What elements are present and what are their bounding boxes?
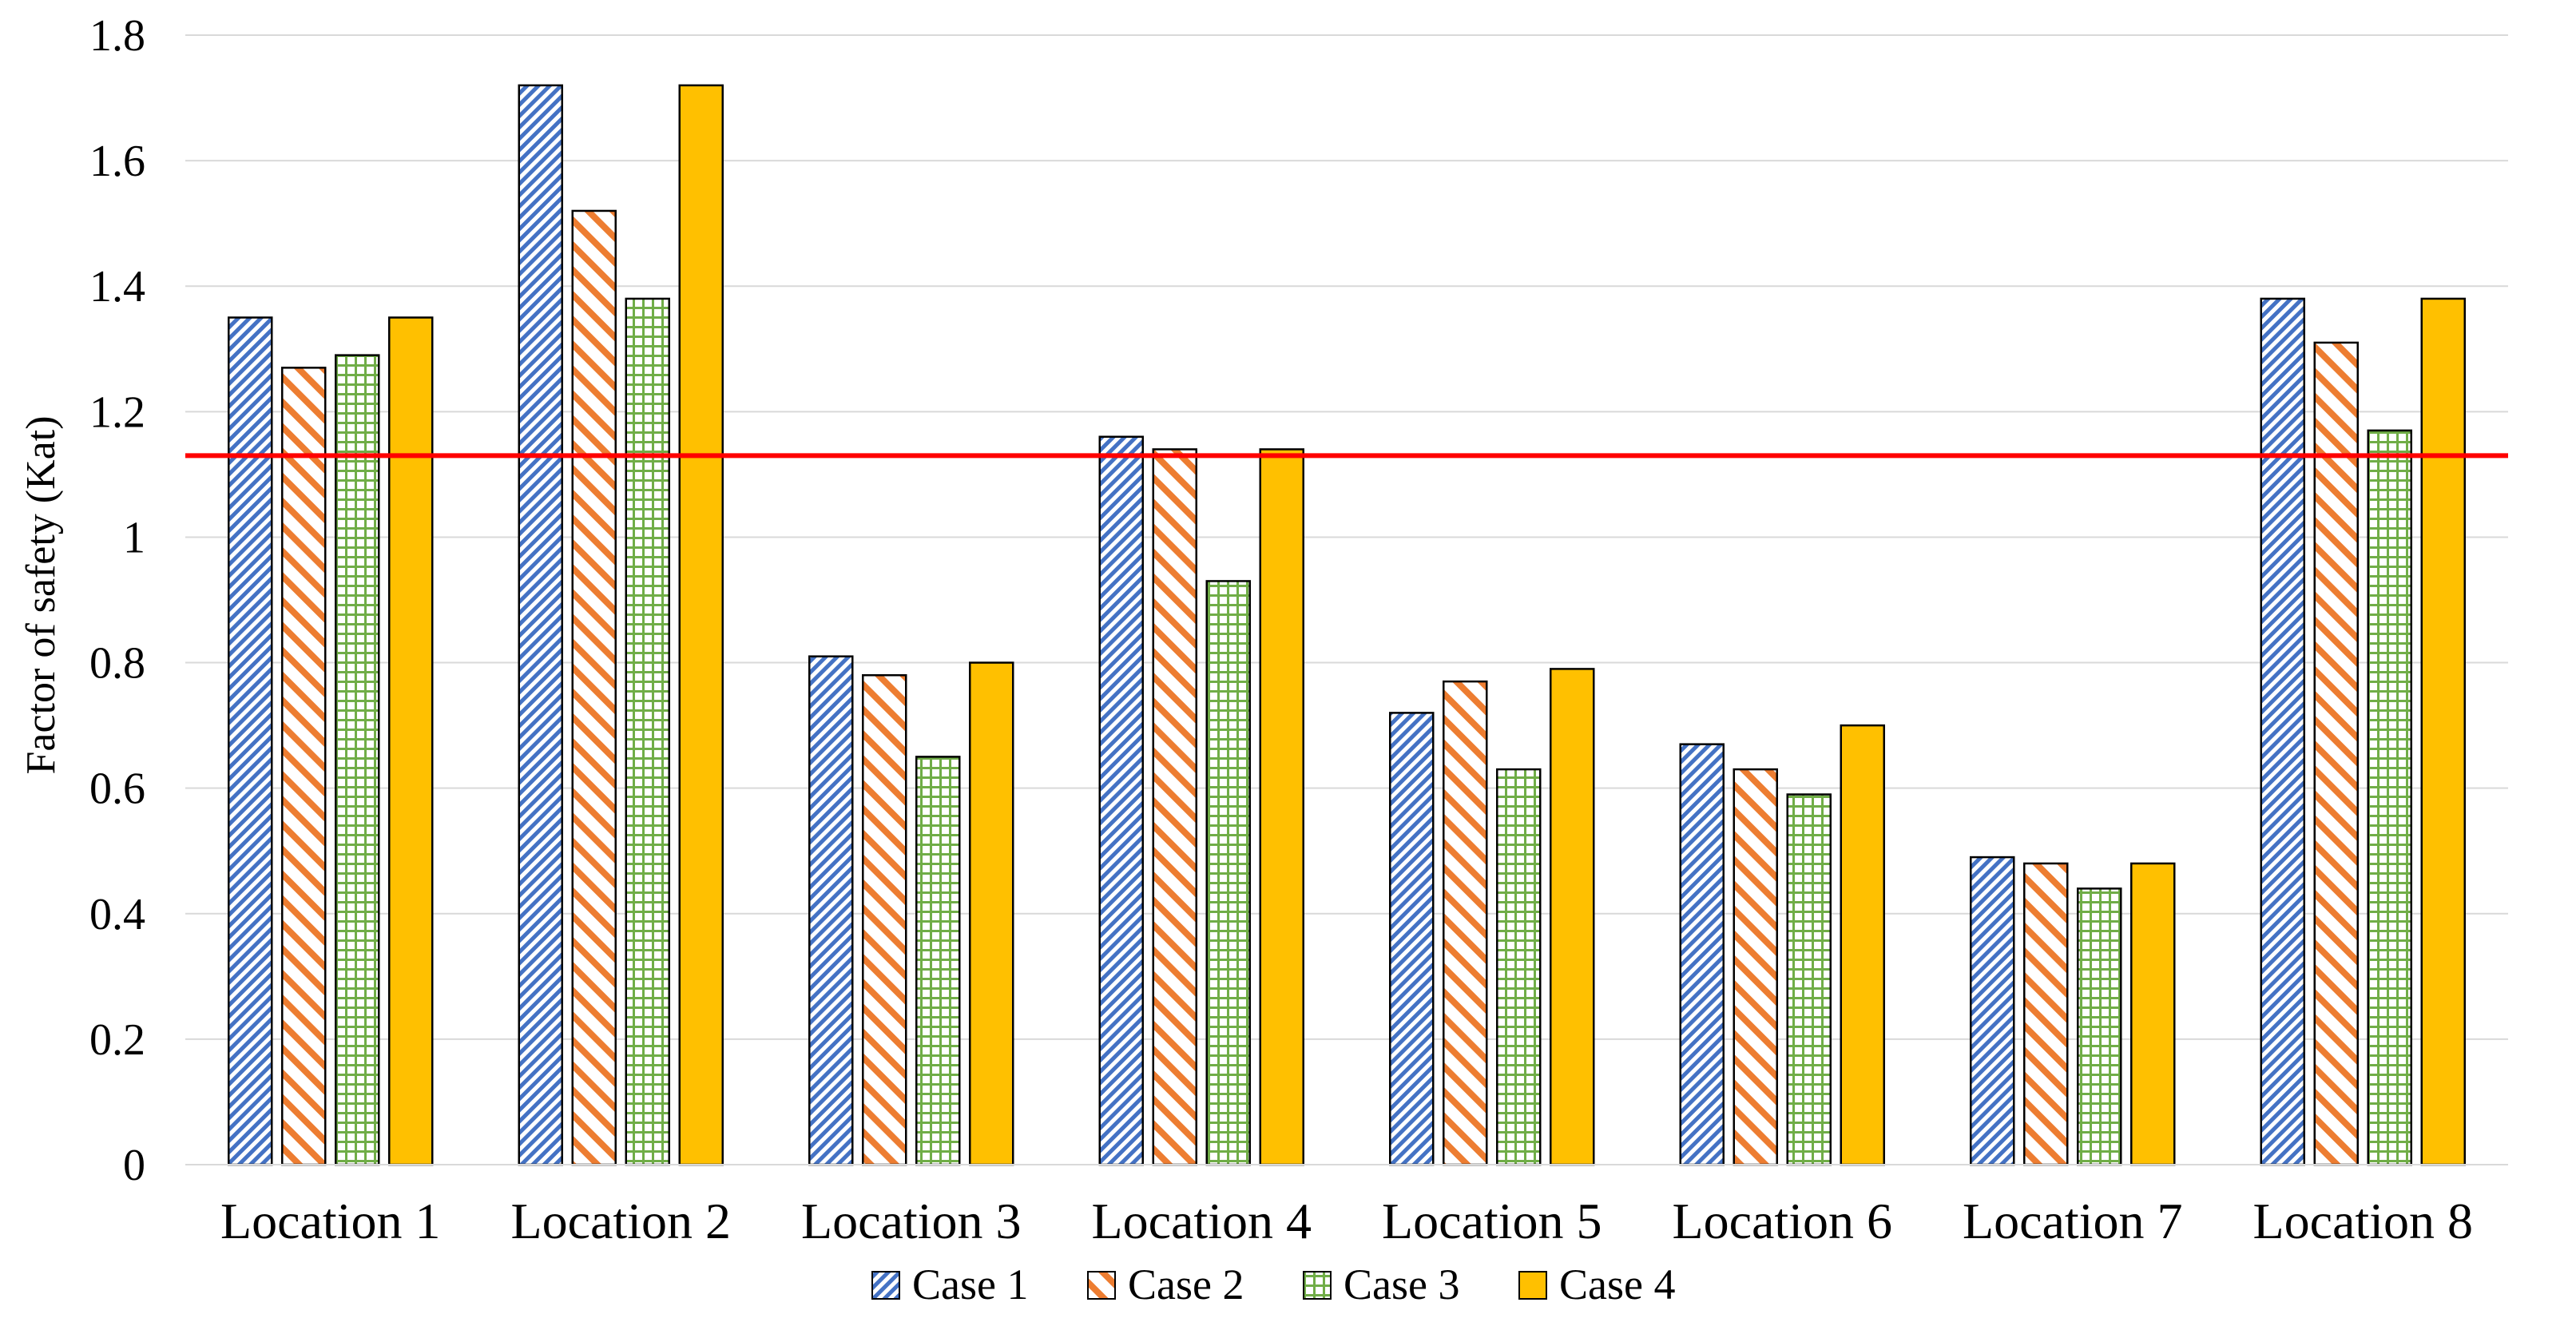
x-category-label: Location 8: [2253, 1193, 2473, 1249]
bar-case-2-location-4: [1152, 448, 1197, 1166]
bar-case-1-location-2: [518, 84, 563, 1166]
bar-case-1-location-5: [1389, 712, 1435, 1166]
bar-case-3-location-8: [2367, 429, 2412, 1166]
bars: [228, 84, 2466, 1166]
legend-item-case-2: Case 2: [1087, 1261, 1244, 1308]
legend-label: Case 3: [1344, 1261, 1459, 1308]
bar-case-3-location-6: [1786, 793, 1832, 1166]
bar-case-2-location-6: [1733, 768, 1778, 1166]
x-category-label: Location 3: [801, 1193, 1021, 1249]
bar-case-1-location-7: [1970, 856, 2015, 1166]
axes: 0 0.2 0.4 0.6 0.8 1 1.2 1.4 1.6 1.8 Location 1 Loca…: [89, 11, 2508, 1249]
bar-case-1-location-4: [1098, 435, 1144, 1166]
bar-case-2-location-7: [2023, 862, 2069, 1166]
legend-item-case-1: Case 1: [871, 1261, 1028, 1308]
bar-case-1-location-3: [808, 655, 854, 1166]
legend-label: Case 1: [912, 1261, 1028, 1308]
legend-item-case-3: Case 3: [1303, 1261, 1459, 1308]
legend-swatch: [1087, 1271, 1116, 1300]
y-tick-label: 0.8: [89, 639, 145, 689]
y-axis-title: Factor of safety (Kat): [18, 415, 64, 774]
y-tick-label: 0.4: [89, 890, 145, 939]
x-category-label: Location 1: [220, 1193, 440, 1249]
bar-case-2-location-8: [2313, 341, 2359, 1166]
bar-case-2-location-1: [281, 367, 327, 1166]
bar-case-1-location-6: [1679, 743, 1725, 1166]
bar-case-2-location-2: [571, 209, 617, 1166]
y-tick-label: 1.4: [89, 262, 145, 312]
x-category-label: Location 5: [1382, 1193, 1602, 1249]
bar-case-4-location-5: [1550, 668, 1595, 1166]
bar-case-2-location-5: [1443, 680, 1488, 1166]
bar-case-3-location-2: [625, 297, 670, 1166]
bar-case-4-location-6: [1840, 724, 1885, 1166]
bar-case-3-location-4: [1205, 580, 1251, 1166]
y-tick-label: 1: [123, 513, 145, 562]
y-tick-label: 0.2: [89, 1015, 145, 1065]
bar-case-4-location-7: [2130, 862, 2176, 1166]
bar-case-2-location-3: [862, 674, 907, 1166]
legend-swatch: [1518, 1271, 1547, 1300]
bar-case-3-location-7: [2077, 887, 2122, 1166]
bar-case-3-location-3: [915, 756, 961, 1166]
legend-label: Case 2: [1128, 1261, 1244, 1308]
legend-swatch: [1303, 1271, 1332, 1300]
legend: Case 1 Case 2 Case 3 Case 4: [871, 1261, 1675, 1308]
bar-case-4-location-2: [678, 84, 724, 1166]
bar-case-1-location-1: [228, 316, 273, 1166]
y-tick-label: 1.8: [89, 11, 145, 61]
y-tick-label: 1.6: [89, 137, 145, 186]
x-category-label: Location 6: [1673, 1193, 1892, 1249]
bar-case-4-location-1: [388, 316, 434, 1166]
bar-case-4-location-4: [1259, 448, 1304, 1166]
x-category-label: Location 2: [511, 1193, 731, 1249]
bar-case-4-location-3: [969, 661, 1014, 1166]
x-category-label: Location 4: [1092, 1193, 1312, 1249]
legend-label: Case 4: [1559, 1261, 1675, 1308]
bar-case-4-location-8: [2420, 297, 2466, 1166]
legend-swatch: [871, 1271, 900, 1300]
y-tick-label: 0.6: [89, 764, 145, 814]
bar-case-1-location-8: [2260, 297, 2305, 1166]
y-tick-label: 1.2: [89, 387, 145, 437]
bar-case-3-location-1: [335, 354, 380, 1166]
y-tick-label: 0: [123, 1141, 145, 1190]
legend-item-case-4: Case 4: [1518, 1261, 1675, 1308]
bar-case-3-location-5: [1496, 768, 1542, 1166]
x-category-label: Location 7: [1963, 1193, 2182, 1249]
